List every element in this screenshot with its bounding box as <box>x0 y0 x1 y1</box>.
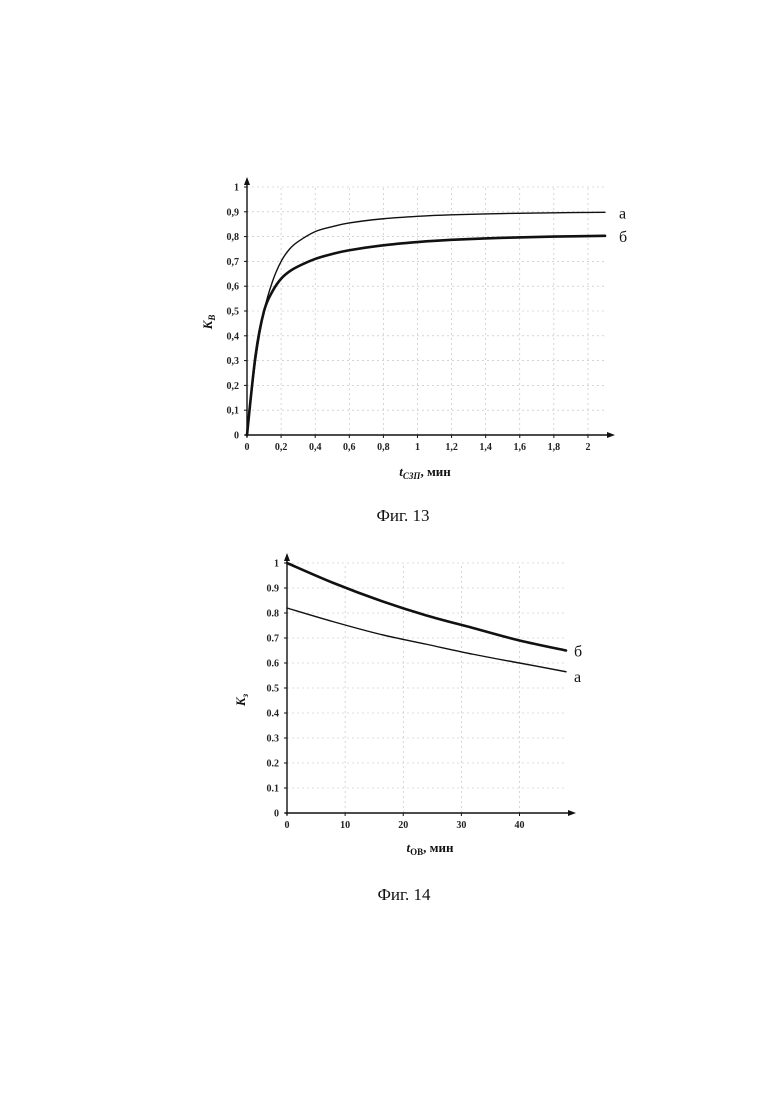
fig13-x-tick-10: 2 <box>585 442 590 453</box>
fig14-x-axis-label: tОВ, мин <box>407 840 454 857</box>
fig14-x-arrow <box>568 810 576 816</box>
fig14-y-tick-7: 0.7 <box>267 634 280 645</box>
fig13-y-tick-3: 0,3 <box>227 356 240 367</box>
fig13-x-tick-7: 1,4 <box>479 442 492 453</box>
fig14-x-tick-1: 10 <box>340 820 350 831</box>
fig13-y-tick-0: 0 <box>234 431 239 442</box>
fig13-x-tick-9: 1,8 <box>548 442 561 453</box>
fig13-series-labels: аб <box>619 205 627 246</box>
fig14-axes <box>284 553 576 816</box>
fig13-x-tick-8: 1,6 <box>514 442 527 453</box>
fig13-series <box>247 212 605 435</box>
fig13-series-label-б: б <box>619 229 627 246</box>
fig14-y-tick-6: 0.6 <box>267 659 280 670</box>
fig14-y-tick-labels: 0 0.1 0.2 0.3 0.4 0.5 0.6 0.7 0.8 0.9 1 <box>267 559 288 820</box>
fig13-gridlines <box>247 187 605 435</box>
fig13-x-tick-labels: 0 0,2 0,4 0,6 0,8 1 1,2 1,4 1,6 1,8 2 <box>245 435 591 453</box>
fig13-y-tick-4: 0,4 <box>227 331 240 342</box>
fig14-series-а-line <box>287 608 566 672</box>
fig13-series-а-line <box>247 212 605 435</box>
fig13-series-label-а: а <box>619 205 626 222</box>
fig13-caption: Фиг. 13 <box>376 506 429 525</box>
fig14-y-tick-0: 0 <box>274 809 279 820</box>
fig13-y-tick-5: 0,5 <box>227 307 240 318</box>
fig13-y-tick-7: 0,7 <box>227 257 240 268</box>
fig14-gridlines <box>287 563 566 813</box>
fig13-x-tick-5: 1 <box>415 442 420 453</box>
fig14-x-tick-3: 30 <box>456 820 466 831</box>
fig14-x-tick-labels: 0 10 20 30 40 <box>285 813 525 831</box>
chart-fig13: 0 0,2 0,4 0,6 0,8 1 1,2 1,4 1,6 1,8 2 0 0,1 0,2 0,3 0,… <box>200 177 627 525</box>
fig14-x-tick-2: 20 <box>398 820 408 831</box>
fig13-x-tick-6: 1,2 <box>445 442 458 453</box>
fig14-x-tick-4: 40 <box>515 820 525 831</box>
fig14-y-tick-4: 0.4 <box>267 709 280 720</box>
fig14-y-tick-8: 0.8 <box>267 609 280 620</box>
fig13-x-tick-1: 0,2 <box>275 442 288 453</box>
fig14-series-label-а: а <box>574 669 581 686</box>
fig14-y-tick-3: 0.3 <box>267 734 280 745</box>
fig13-y-tick-10: 1 <box>234 183 239 194</box>
fig14-series-labels: ба <box>574 644 582 686</box>
fig13-x-arrow <box>607 432 615 438</box>
fig14-x-tick-0: 0 <box>285 820 290 831</box>
fig14-y-tick-5: 0.5 <box>267 684 280 695</box>
fig13-x-tick-0: 0 <box>245 442 250 453</box>
fig14-series <box>287 563 566 672</box>
fig14-y-tick-1: 0.1 <box>267 784 280 795</box>
fig14-series-label-б: б <box>574 644 582 661</box>
fig13-y-tick-1: 0,1 <box>227 406 240 417</box>
fig13-y-tick-9: 0,9 <box>227 207 240 218</box>
fig13-y-tick-labels: 0 0,1 0,2 0,3 0,4 0,5 0,6 0,7 0,8 0,9 1 <box>227 183 248 442</box>
fig13-y-arrow <box>244 177 250 185</box>
fig13-y-tick-2: 0,2 <box>227 381 240 392</box>
fig13-x-axis-label: tСЗП, мин <box>399 464 451 481</box>
fig13-x-tick-4: 0,8 <box>377 442 390 453</box>
fig14-y-axis-label: Kз <box>233 693 250 707</box>
fig13-x-tick-3: 0,6 <box>343 442 356 453</box>
fig13-series-б-line <box>247 236 605 435</box>
fig13-x-tick-2: 0,4 <box>309 442 322 453</box>
fig13-y-axis-label: KВ <box>200 315 217 331</box>
fig13-y-tick-8: 0,8 <box>227 232 240 243</box>
fig14-caption: Фиг. 14 <box>377 885 431 904</box>
fig14-y-tick-10: 1 <box>274 559 279 570</box>
fig13-y-tick-6: 0,6 <box>227 282 240 293</box>
fig14-y-tick-2: 0.2 <box>267 759 280 770</box>
chart-fig14: 010203040 00.10.20.30.40.50.60.70.80.91 … <box>233 553 582 904</box>
fig14-y-tick-9: 0.9 <box>267 584 280 595</box>
fig14-y-arrow <box>284 553 290 561</box>
fig14-series-б-line <box>287 563 566 651</box>
